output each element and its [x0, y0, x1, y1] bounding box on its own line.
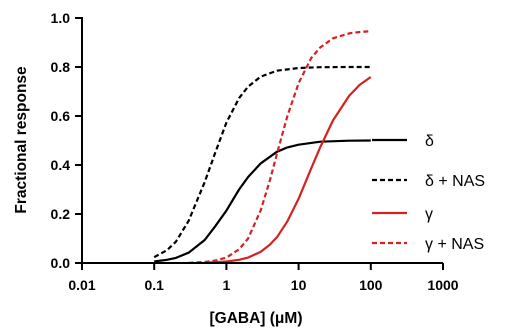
- y-tick-label: 0.8: [51, 59, 71, 75]
- series-line-0: [154, 139, 371, 263]
- x-axis-title: [GABA] (μM): [210, 310, 303, 327]
- legend-label-3: γ + NAS: [425, 236, 484, 253]
- axes: 0.01 0.1 1 10 100 1000 0.0 0.2 0.4 0.6 0.8 1.0: [51, 10, 459, 293]
- plot-lines: [153, 30, 372, 264]
- x-tick-label: 10: [291, 277, 307, 293]
- y-tick-label: 0.0: [51, 255, 71, 271]
- series-line-2: [204, 76, 372, 264]
- y-tick-label: 1.0: [51, 10, 71, 26]
- y-axis-title: Fractional response: [13, 66, 30, 214]
- x-tick-label: 1: [223, 277, 231, 293]
- x-tick-label: 100: [359, 277, 383, 293]
- series-line-1: [153, 65, 371, 259]
- series-line-3: [188, 30, 371, 264]
- x-tick-label: 0.1: [144, 277, 164, 293]
- x-tick-label: 0.01: [68, 277, 95, 293]
- legend-label-2: γ: [425, 206, 433, 223]
- legend-label-1: δ + NAS: [425, 173, 485, 190]
- y-tick-label: 0.4: [51, 157, 71, 173]
- legend-label-0: δ: [425, 133, 434, 150]
- y-tick-label: 0.6: [51, 108, 71, 124]
- x-tick-label: 1000: [427, 277, 458, 293]
- legend: δ δ + NAS γ γ + NAS: [372, 133, 485, 253]
- y-tick-label: 0.2: [51, 206, 71, 222]
